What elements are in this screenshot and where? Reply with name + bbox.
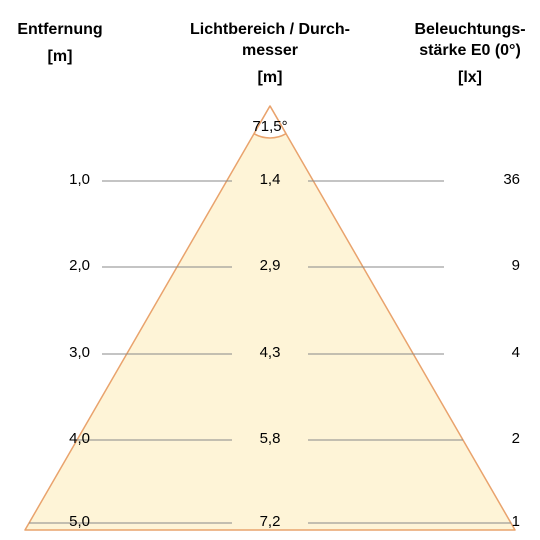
distance-value: 2,0 <box>20 257 90 274</box>
apex-angle-label: 71,5° <box>240 118 300 135</box>
distance-value: 5,0 <box>20 513 90 530</box>
diameter-value: 1,4 <box>235 171 305 188</box>
diameter-value: 5,8 <box>235 430 305 447</box>
illuminance-value: 9 <box>460 257 520 274</box>
diameter-value: 2,9 <box>235 257 305 274</box>
illuminance-value: 1 <box>460 513 520 530</box>
illuminance-value: 2 <box>460 430 520 447</box>
diameter-value: 4,3 <box>235 344 305 361</box>
distance-value: 1,0 <box>20 171 90 188</box>
diameter-value: 7,2 <box>235 513 305 530</box>
illuminance-value: 4 <box>460 344 520 361</box>
illuminance-value: 36 <box>460 171 520 188</box>
distance-value: 4,0 <box>20 430 90 447</box>
distance-value: 3,0 <box>20 344 90 361</box>
